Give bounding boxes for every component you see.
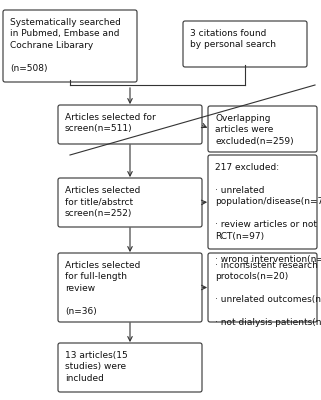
FancyBboxPatch shape [208,253,317,322]
Text: Articles selected for
screen(n=511): Articles selected for screen(n=511) [65,113,156,134]
Text: Overlapping
articles were
excluded(n=259): Overlapping articles were excluded(n=259… [215,114,294,146]
FancyBboxPatch shape [208,155,317,249]
Text: · inconsistent research
protocols(n=20)

· unrelated outcomes(n=1)

· not dialys: · inconsistent research protocols(n=20) … [215,261,321,327]
FancyBboxPatch shape [183,21,307,67]
Text: 217 excluded:

· unrelated
population/disease(n=71)

· review articles or not
RC: 217 excluded: · unrelated population/dis… [215,163,321,264]
FancyBboxPatch shape [58,253,202,322]
Text: Articles selected
for full-length
review

(n=36): Articles selected for full-length review… [65,261,140,316]
Text: 13 articles(15
studies) were
included: 13 articles(15 studies) were included [65,351,128,383]
FancyBboxPatch shape [58,178,202,227]
Text: Systematically searched
in Pubmed, Embase and
Cochrane Libarary

(n=508): Systematically searched in Pubmed, Embas… [10,18,121,73]
FancyBboxPatch shape [58,343,202,392]
FancyBboxPatch shape [58,105,202,144]
Text: Articles selected
for title/abstrct
screen(n=252): Articles selected for title/abstrct scre… [65,186,140,218]
FancyBboxPatch shape [208,106,317,152]
FancyBboxPatch shape [3,10,137,82]
Text: 3 citations found
by personal search: 3 citations found by personal search [190,29,276,50]
